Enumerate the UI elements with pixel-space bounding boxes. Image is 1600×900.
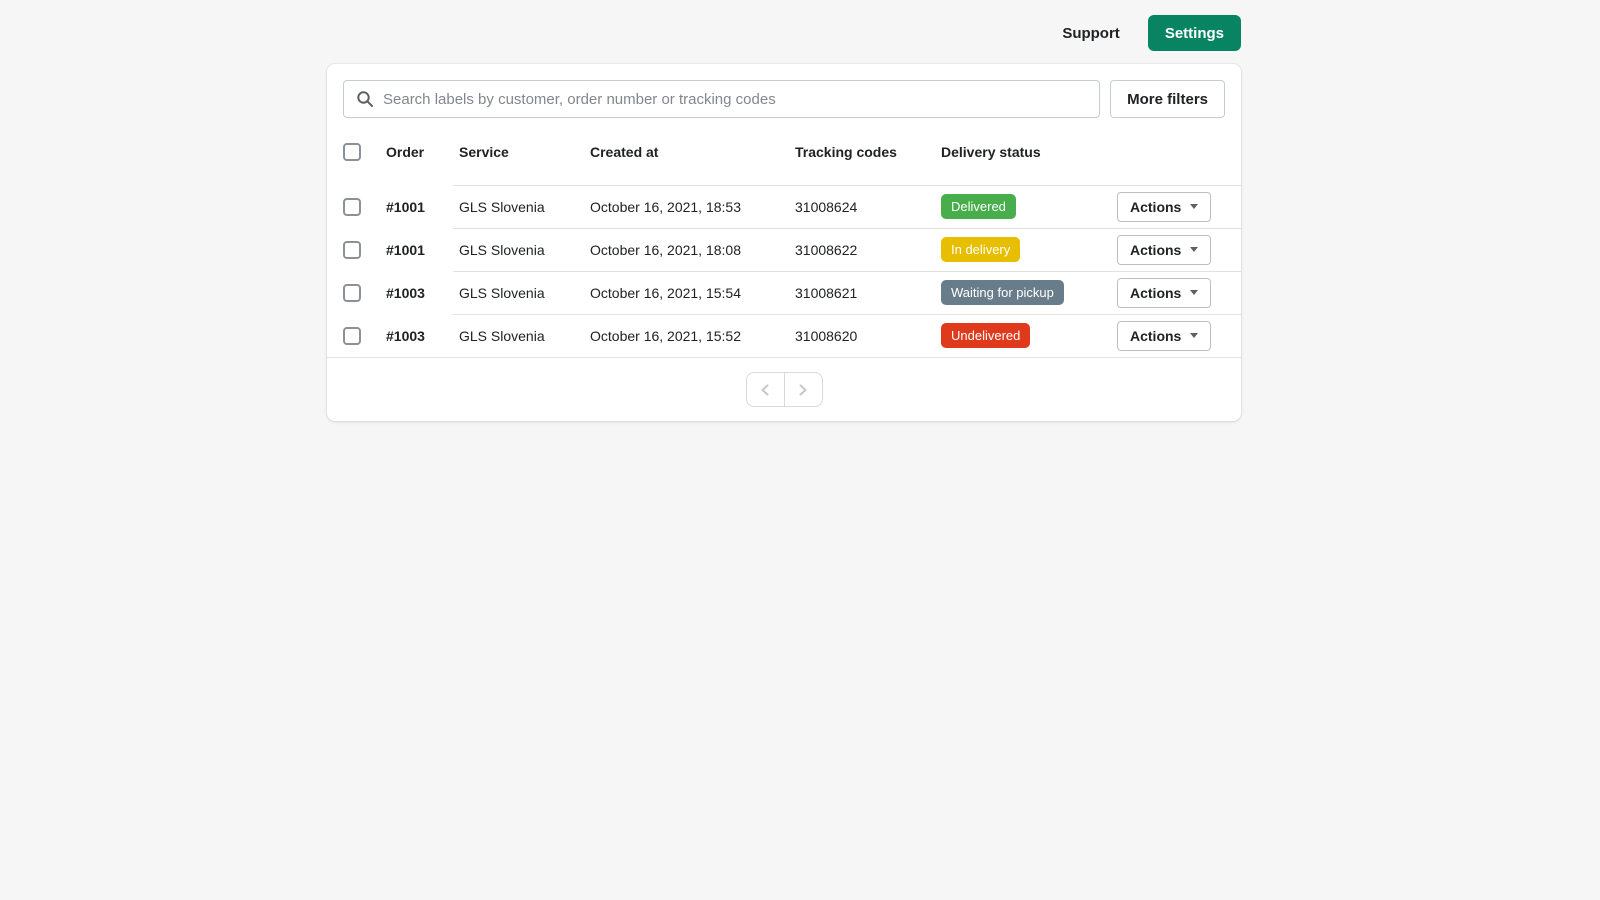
support-link[interactable]: Support [1062,24,1120,42]
tracking-cell: 31008622 [795,241,858,258]
row-checkbox[interactable] [343,283,361,302]
caret-down-icon [1190,290,1199,295]
filters-row: More filters [343,80,1225,118]
order-cell: #1001 [386,198,425,215]
column-header-service: Service [459,144,509,160]
column-header-status: Delivery status [941,144,1041,160]
table-row: #1003 GLS Slovenia October 16, 2021, 15:… [343,314,1241,357]
service-cell: GLS Slovenia [459,198,545,215]
order-cell: #1003 [386,327,425,344]
caret-down-icon [1190,247,1199,252]
select-all-checkbox[interactable] [343,143,361,161]
page: Support Settings More filters Order Serv… [327,0,1241,421]
chevron-right-icon [799,384,807,395]
row-checkbox[interactable] [343,197,361,216]
created-cell: October 16, 2021, 18:53 [590,198,741,215]
status-badge: In delivery [941,237,1021,262]
caret-down-icon [1190,333,1199,338]
search-icon [357,91,373,107]
service-cell: GLS Slovenia [459,241,545,258]
row-checkbox[interactable] [343,240,361,259]
labels-card: More filters Order Service Created at Tr… [327,64,1241,421]
status-badge: Waiting for pickup [941,280,1064,305]
tracking-cell: 31008621 [795,284,858,301]
topbar: Support Settings [327,0,1241,51]
labels-table: Order Service Created at Tracking codes … [343,119,1241,357]
column-header-created: Created at [590,144,659,160]
settings-button[interactable]: Settings [1147,15,1241,51]
search-box[interactable] [343,80,1101,118]
actions-button[interactable]: Actions [1117,191,1212,222]
order-cell: #1001 [386,241,425,258]
status-badge: Undelivered [941,323,1031,348]
actions-button[interactable]: Actions [1117,277,1212,308]
chevron-left-icon [761,384,769,395]
status-badge: Delivered [941,194,1016,219]
table-row: #1001 GLS Slovenia October 16, 2021, 18:… [343,185,1241,228]
pagination-next-button[interactable] [783,372,823,407]
order-cell: #1003 [386,284,425,301]
table-row: #1003 GLS Slovenia October 16, 2021, 15:… [343,271,1241,314]
table-row: #1001 GLS Slovenia October 16, 2021, 18:… [343,228,1241,271]
search-input[interactable] [383,81,1088,117]
created-cell: October 16, 2021, 18:08 [590,241,741,258]
column-header-order: Order [386,144,425,160]
created-cell: October 16, 2021, 15:52 [590,327,741,344]
pagination-prev-button[interactable] [745,372,785,407]
actions-button[interactable]: Actions [1117,320,1212,351]
created-cell: October 16, 2021, 15:54 [590,284,741,301]
tracking-cell: 31008620 [795,327,858,344]
table-header-row: Order Service Created at Tracking codes … [343,119,1225,185]
pagination [327,357,1241,421]
actions-button[interactable]: Actions [1117,234,1212,265]
tracking-cell: 31008624 [795,198,858,215]
more-filters-button[interactable]: More filters [1110,80,1225,118]
caret-down-icon [1190,204,1199,209]
column-header-tracking: Tracking codes [795,144,897,160]
service-cell: GLS Slovenia [459,284,545,301]
row-checkbox[interactable] [343,326,361,345]
service-cell: GLS Slovenia [459,327,545,344]
